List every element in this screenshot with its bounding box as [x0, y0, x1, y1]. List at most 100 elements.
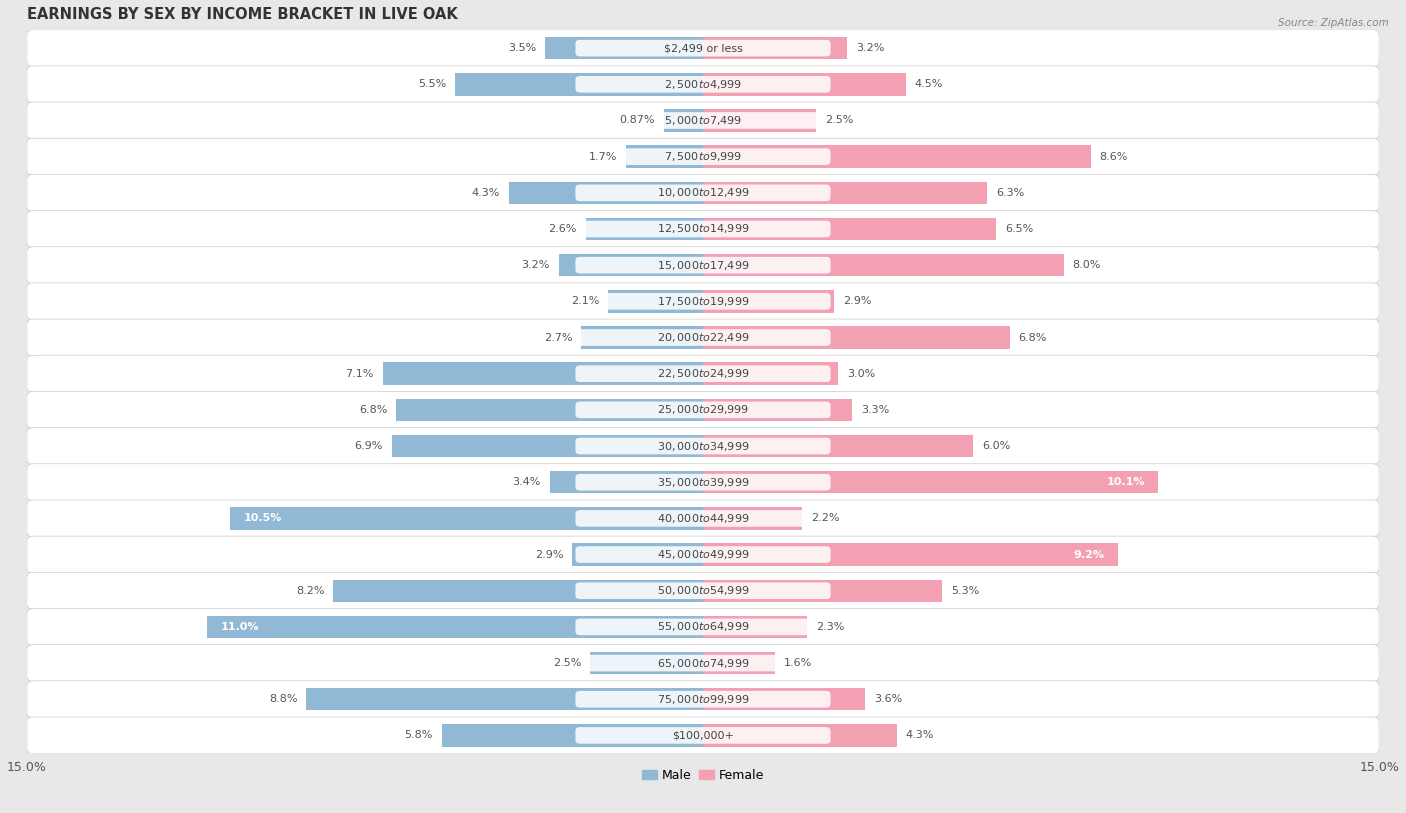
Text: 3.3%: 3.3% [860, 405, 889, 415]
Bar [703, 435, 973, 457]
Bar [703, 398, 852, 421]
FancyBboxPatch shape [27, 645, 1379, 681]
Bar [703, 652, 775, 674]
Text: 8.8%: 8.8% [269, 694, 297, 704]
FancyBboxPatch shape [575, 582, 831, 599]
Text: 3.4%: 3.4% [512, 477, 541, 487]
Bar [703, 471, 1159, 493]
Text: $50,000 to $54,999: $50,000 to $54,999 [657, 585, 749, 598]
FancyBboxPatch shape [575, 185, 831, 201]
Bar [382, 363, 703, 385]
Bar [703, 580, 942, 602]
Text: 2.1%: 2.1% [571, 297, 599, 307]
FancyBboxPatch shape [575, 148, 831, 165]
Bar [581, 326, 703, 349]
Text: 5.3%: 5.3% [950, 585, 979, 596]
FancyBboxPatch shape [27, 246, 1379, 284]
FancyBboxPatch shape [27, 30, 1379, 67]
Bar [703, 363, 838, 385]
Text: $5,000 to $7,499: $5,000 to $7,499 [664, 114, 742, 127]
Text: $22,500 to $24,999: $22,500 to $24,999 [657, 367, 749, 380]
Text: EARNINGS BY SEX BY INCOME BRACKET IN LIVE OAK: EARNINGS BY SEX BY INCOME BRACKET IN LIV… [27, 7, 457, 22]
FancyBboxPatch shape [27, 608, 1379, 646]
FancyBboxPatch shape [575, 40, 831, 56]
Bar [550, 471, 703, 493]
Text: 8.0%: 8.0% [1073, 260, 1101, 270]
Text: 6.0%: 6.0% [983, 441, 1011, 451]
FancyBboxPatch shape [575, 691, 831, 707]
Text: 3.0%: 3.0% [848, 368, 876, 379]
Bar [664, 109, 703, 132]
Text: $35,000 to $39,999: $35,000 to $39,999 [657, 476, 749, 489]
FancyBboxPatch shape [575, 619, 831, 635]
Bar [572, 543, 703, 566]
Text: $15,000 to $17,499: $15,000 to $17,499 [657, 259, 749, 272]
Text: 4.5%: 4.5% [915, 80, 943, 89]
Text: $100,000+: $100,000+ [672, 730, 734, 741]
FancyBboxPatch shape [575, 365, 831, 382]
FancyBboxPatch shape [575, 220, 831, 237]
Bar [703, 290, 834, 312]
Text: 0.87%: 0.87% [619, 115, 655, 125]
Bar [703, 688, 865, 711]
Text: $2,500 to $4,999: $2,500 to $4,999 [664, 78, 742, 91]
FancyBboxPatch shape [27, 211, 1379, 247]
Bar [703, 218, 995, 240]
Text: 10.5%: 10.5% [243, 513, 281, 524]
Bar [703, 73, 905, 95]
Bar [396, 398, 703, 421]
Bar [392, 435, 703, 457]
FancyBboxPatch shape [27, 536, 1379, 573]
Text: 2.5%: 2.5% [825, 115, 853, 125]
FancyBboxPatch shape [27, 391, 1379, 428]
Text: 9.2%: 9.2% [1073, 550, 1104, 559]
FancyBboxPatch shape [27, 283, 1379, 320]
Text: 6.9%: 6.9% [354, 441, 382, 451]
Text: 2.2%: 2.2% [811, 513, 839, 524]
Text: 2.3%: 2.3% [815, 622, 844, 632]
Bar [703, 326, 1010, 349]
Text: $75,000 to $99,999: $75,000 to $99,999 [657, 693, 749, 706]
Text: 6.8%: 6.8% [359, 405, 388, 415]
Text: 4.3%: 4.3% [472, 188, 501, 198]
Text: $17,500 to $19,999: $17,500 to $19,999 [657, 295, 749, 308]
Bar [546, 37, 703, 59]
Text: $40,000 to $44,999: $40,000 to $44,999 [657, 512, 749, 525]
Text: 2.9%: 2.9% [842, 297, 872, 307]
Text: 2.7%: 2.7% [544, 333, 572, 342]
Bar [703, 724, 897, 746]
Text: $7,500 to $9,999: $7,500 to $9,999 [664, 150, 742, 163]
Bar [703, 615, 807, 638]
FancyBboxPatch shape [27, 463, 1379, 501]
Text: 3.5%: 3.5% [508, 43, 536, 53]
Text: 3.2%: 3.2% [856, 43, 884, 53]
FancyBboxPatch shape [575, 112, 831, 128]
FancyBboxPatch shape [575, 727, 831, 744]
Text: $12,500 to $14,999: $12,500 to $14,999 [657, 223, 749, 236]
Text: 7.1%: 7.1% [346, 368, 374, 379]
Bar [703, 543, 1118, 566]
Text: 6.8%: 6.8% [1018, 333, 1047, 342]
Bar [229, 507, 703, 529]
Text: 5.5%: 5.5% [418, 80, 446, 89]
Text: $25,000 to $29,999: $25,000 to $29,999 [657, 403, 749, 416]
FancyBboxPatch shape [27, 102, 1379, 139]
Text: 1.7%: 1.7% [589, 152, 617, 162]
FancyBboxPatch shape [27, 717, 1379, 754]
FancyBboxPatch shape [575, 654, 831, 672]
FancyBboxPatch shape [27, 319, 1379, 356]
Text: 8.6%: 8.6% [1099, 152, 1128, 162]
Text: 6.3%: 6.3% [995, 188, 1024, 198]
Bar [627, 146, 703, 167]
Bar [703, 109, 815, 132]
Text: $45,000 to $49,999: $45,000 to $49,999 [657, 548, 749, 561]
Text: 8.2%: 8.2% [295, 585, 325, 596]
FancyBboxPatch shape [27, 66, 1379, 102]
Bar [307, 688, 703, 711]
FancyBboxPatch shape [27, 572, 1379, 609]
Text: 4.3%: 4.3% [905, 730, 934, 741]
Bar [558, 254, 703, 276]
FancyBboxPatch shape [27, 355, 1379, 392]
Text: 5.8%: 5.8% [404, 730, 433, 741]
Text: 6.5%: 6.5% [1005, 224, 1033, 234]
